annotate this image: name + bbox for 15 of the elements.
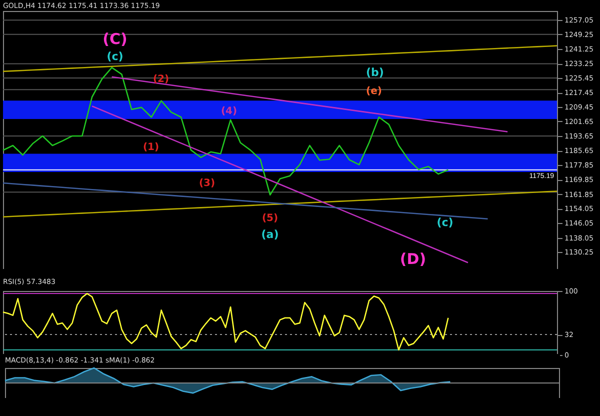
annotation: (4) [220,106,238,117]
annotation: (b) [366,66,384,79]
annotation: (5) [262,213,278,224]
annotation: (C) [102,30,128,48]
annotation: (3) [198,178,216,189]
annotation: (2) [152,74,170,85]
annotation: (D) [400,250,426,268]
line-series [2,66,449,196]
line-series [111,76,508,132]
annotation: (a) [261,228,279,241]
annotation: (1) [142,142,160,153]
annotation: (e) [366,86,382,97]
line-series [2,292,449,351]
annotation: (c) [436,216,454,229]
annotation: (c) [106,50,124,63]
